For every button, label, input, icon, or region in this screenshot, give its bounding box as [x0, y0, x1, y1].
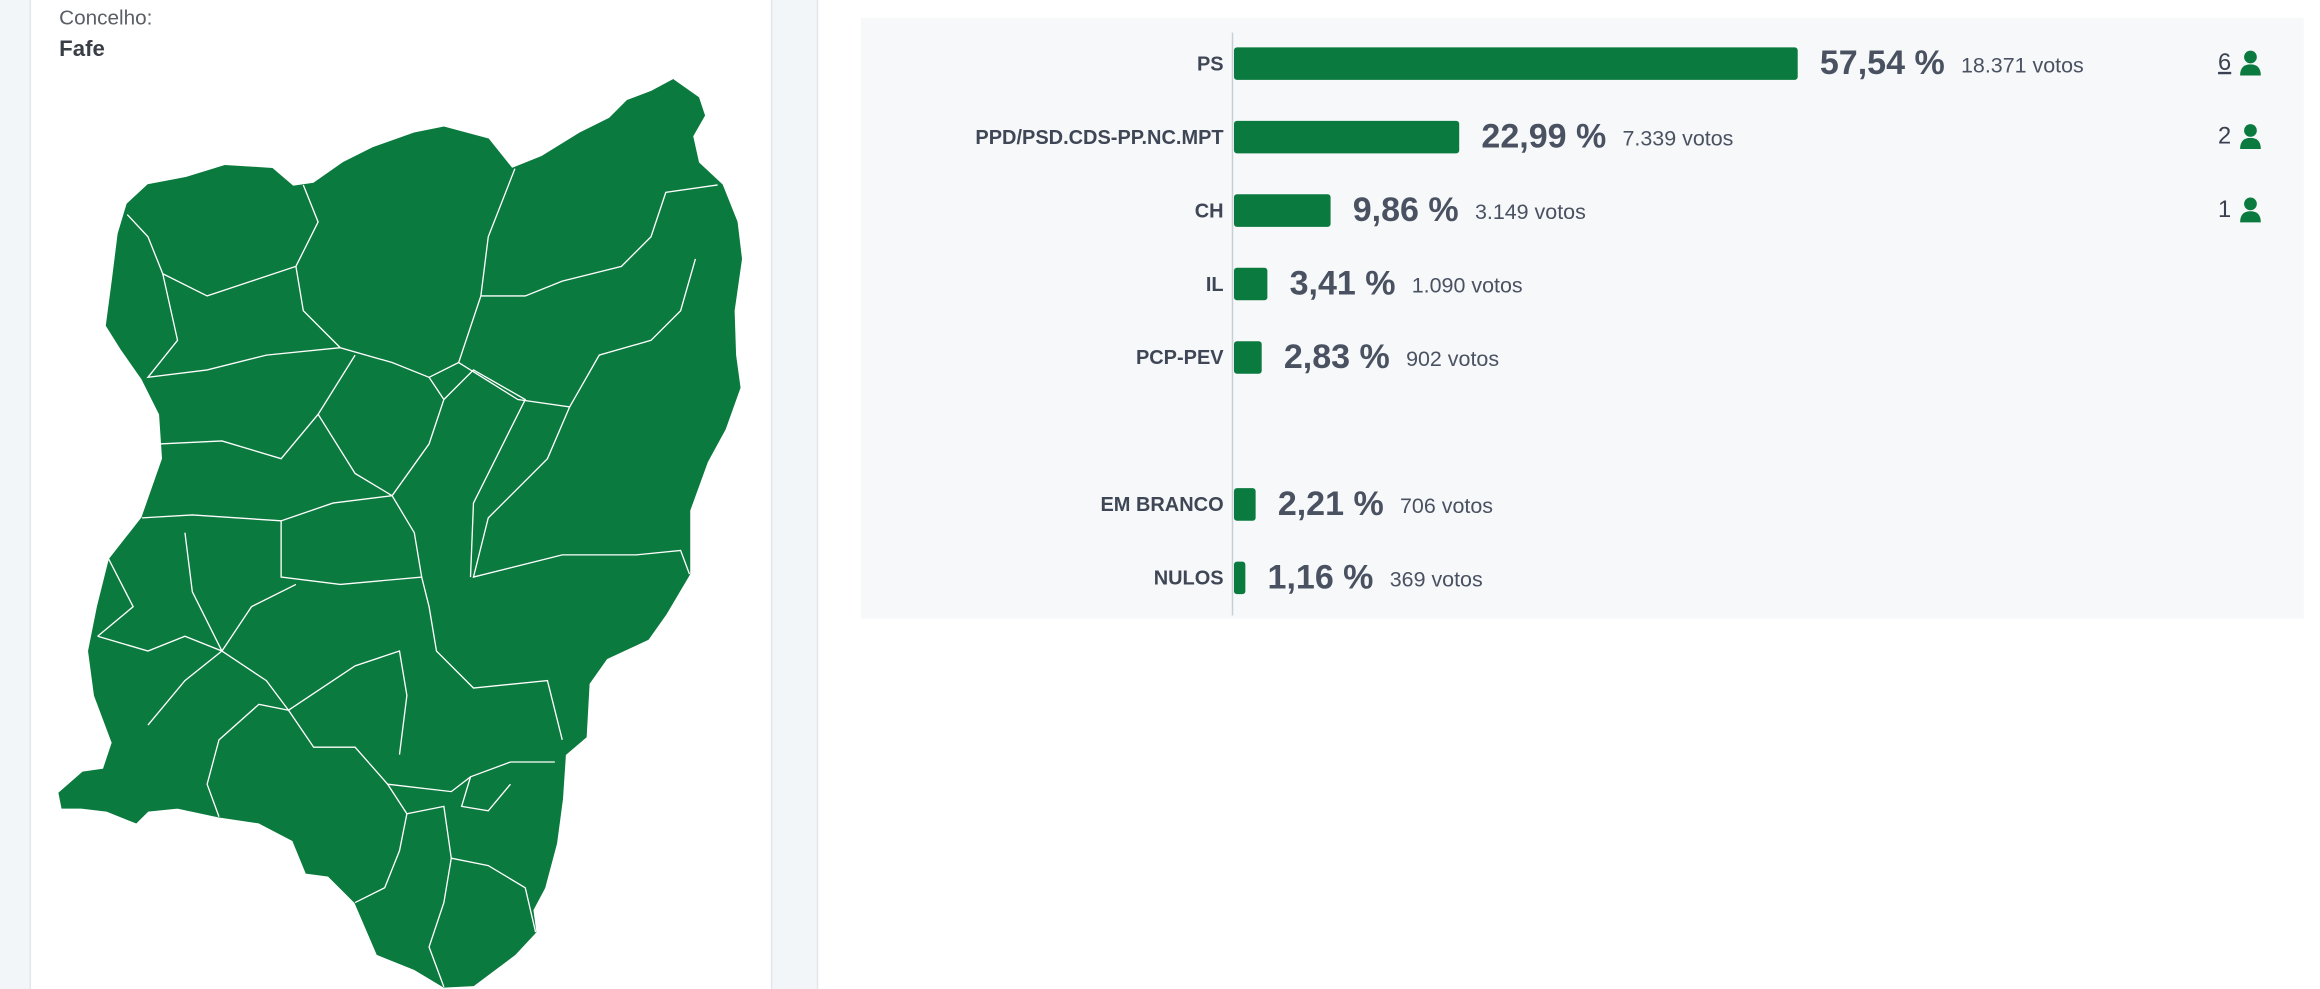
party-label: EM BRANCO: [1100, 494, 1223, 516]
seat-icon-body: [2240, 64, 2261, 76]
seat-icon-body: [2240, 137, 2261, 149]
percent-label: 22,99 %: [1481, 118, 1606, 156]
location-label: Concelho:: [59, 7, 152, 30]
votes-label: 3.149 votos: [1475, 200, 1586, 224]
party-label: PPD/PSD.CDS-PP.NC.MPT: [975, 127, 1223, 149]
bar: [1233, 341, 1262, 374]
seats-count: 2: [2218, 123, 2231, 149]
map-boundaries: [97, 168, 718, 988]
seat-icon: [2240, 50, 2261, 76]
votes-label: 902 votos: [1406, 347, 1499, 371]
party-label: PCP-PEV: [1136, 347, 1224, 369]
map-region: [58, 79, 743, 988]
votes-label: 706 votos: [1400, 494, 1493, 518]
percent-label: 3,41 %: [1290, 264, 1396, 302]
seat-icon: [2240, 124, 2261, 149]
seats-count: 1: [2218, 197, 2231, 223]
votes-label: 369 votos: [1390, 568, 1483, 592]
votes-label: 7.339 votos: [1623, 127, 1734, 151]
seat-icon-head: [2244, 197, 2257, 211]
percent-label: 57,54 %: [1820, 44, 1945, 82]
results-rows: PS 57,54 % 18.371 votos 6 PPD/PSD.CDS-PP.NC.…: [975, 44, 2261, 596]
percent-label: 2,83 %: [1284, 338, 1390, 376]
seat-icon-body: [2240, 211, 2261, 223]
map: [58, 79, 743, 988]
party-label: IL: [1206, 274, 1224, 296]
bar: [1233, 194, 1331, 227]
seat-icon-head: [2244, 124, 2257, 137]
party-label: PS: [1197, 53, 1224, 75]
bar: [1233, 561, 1246, 595]
bar: [1233, 120, 1460, 154]
bar: [1233, 47, 1798, 80]
location-name: Fafe: [59, 36, 105, 61]
seats-count[interactable]: 6: [2218, 50, 2231, 76]
seat-icon-head: [2244, 50, 2257, 64]
party-label: CH: [1195, 200, 1224, 222]
party-label: NULOS: [1154, 568, 1224, 590]
percent-label: 2,21 %: [1278, 485, 1384, 523]
percent-label: 1,16 %: [1268, 558, 1374, 596]
percent-label: 9,86 %: [1353, 191, 1459, 229]
results-panel: [861, 17, 2304, 619]
seat-icon: [2240, 197, 2261, 223]
votes-label: 1.090 votos: [1412, 274, 1523, 298]
votes-label: 18.371 votos: [1961, 53, 2084, 77]
bar: [1233, 488, 1256, 521]
bar: [1233, 267, 1268, 301]
